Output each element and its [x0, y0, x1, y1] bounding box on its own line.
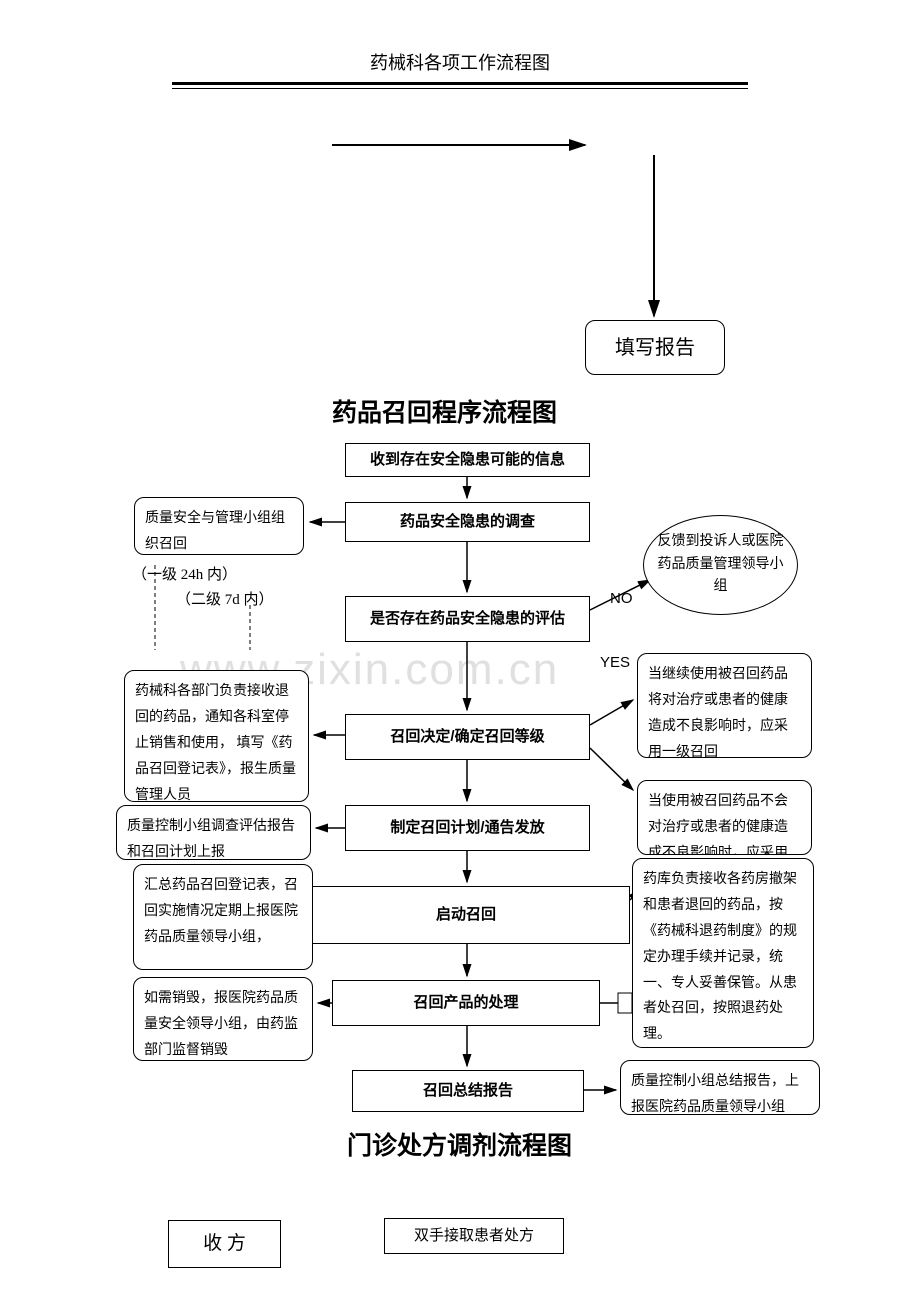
node-investigate: 药品安全隐患的调查 — [345, 502, 590, 542]
node-two-hands: 双手接取患者处方 — [384, 1218, 564, 1254]
left-note-d: 汇总药品召回登记表，召回实施情况定期上报医院药品质量领导小组， — [133, 864, 313, 970]
section2-title: 门诊处方调剂流程图 — [347, 1126, 572, 1162]
label-no: NO — [610, 590, 633, 607]
header-rule-top — [172, 82, 748, 85]
node-plan-notice: 制定召回计划/通告发放 — [345, 805, 590, 851]
header-rule-bottom — [172, 88, 748, 89]
page-header-title: 药械科各项工作流程图 — [0, 49, 920, 75]
left-note-a: 质量安全与管理小组组织召回 — [134, 497, 304, 555]
left-note-a-sub1: （一级 24h 内） — [132, 563, 237, 584]
node-process-product: 召回产品的处理 — [332, 980, 600, 1026]
left-note-a-sub2: （二级 7d 内） — [176, 588, 274, 609]
right-note-d: 药库负责接收各药房撤架和患者退回的药品，按《药械科退药制度》的规定办理手续并记录… — [632, 858, 814, 1048]
node-receive-info: 收到存在安全隐患可能的信息 — [345, 443, 590, 477]
node-assess: 是否存在药品安全隐患的评估 — [345, 596, 590, 642]
right-note-e: 质量控制小组总结报告，上报医院药品质量领导小组 — [620, 1060, 820, 1115]
section1-title: 药品召回程序流程图 — [332, 393, 557, 429]
node-decide-level: 召回决定/确定召回等级 — [345, 714, 590, 760]
right-note-b: 当继续使用被召回药品将对治疗或患者的健康造成不良影响时，应采用一级召回 — [637, 653, 812, 758]
label-yes: YES — [600, 654, 630, 671]
node-fill-report: 填写报告 — [585, 320, 725, 375]
left-note-b: 药械科各部门负责接收退回的药品，通知各科室停止销售和使用， 填写《药品召回登记表… — [124, 670, 309, 802]
right-note-c: 当使用被召回药品不会对治疗或患者的健康造成不良影响时，应采用 — [637, 780, 812, 855]
node-receive-rx: 收 方 — [168, 1220, 281, 1268]
node-start-recall: 启动召回 — [302, 886, 630, 944]
left-note-e: 如需销毁，报医院药品质量安全领导小组，由药监部门监督销毁 — [133, 977, 313, 1061]
left-note-c: 质量控制小组调查评估报告和召回计划上报 — [116, 805, 311, 860]
right-note-a: 反馈到投诉人或医院药品质量管理领导小组 — [643, 515, 798, 615]
node-summary-report: 召回总结报告 — [352, 1070, 584, 1112]
